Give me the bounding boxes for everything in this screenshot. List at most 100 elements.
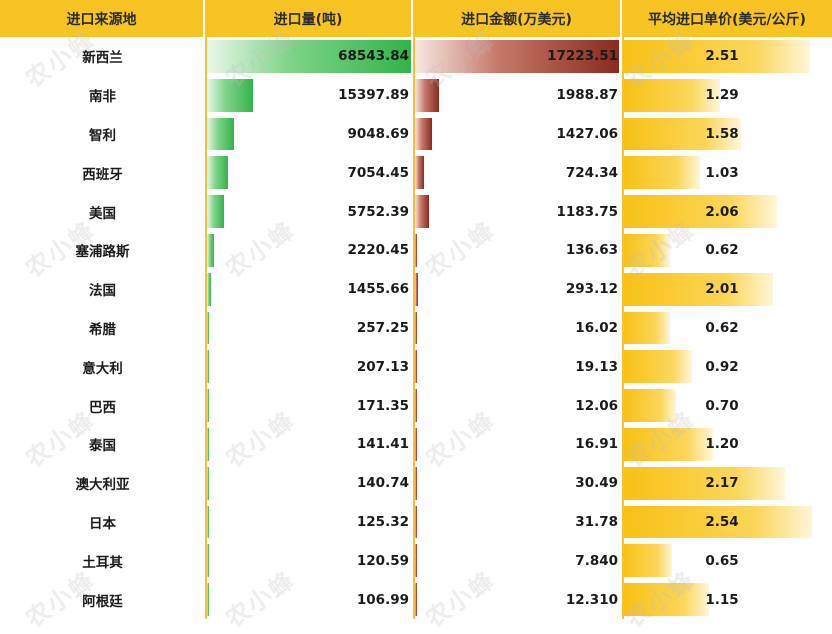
price-bar: [624, 272, 773, 306]
cell-price: 2.06: [622, 192, 832, 231]
value-value: 7.840: [575, 552, 618, 569]
volume-bar: [207, 233, 214, 267]
price-bar: [624, 40, 810, 73]
price-value: 0.62: [705, 242, 739, 259]
cell-origin: 塞浦路斯: [0, 231, 205, 270]
cell-volume: 120.59: [205, 541, 413, 581]
origin-label: 新西兰: [82, 50, 123, 67]
value-bar: [415, 40, 619, 73]
header-value: 进口金额(万美元): [413, 0, 622, 37]
cell-value: 19.13: [413, 347, 622, 387]
origin-label: 希腊: [89, 321, 116, 338]
volume-value: 120.59: [356, 552, 409, 569]
volume-value: 7054.45: [347, 164, 410, 181]
price-value: 1.03: [705, 164, 739, 181]
volume-value: 140.74: [356, 475, 409, 492]
cell-price: 0.65: [622, 541, 832, 581]
cell-origin: 美国: [0, 192, 205, 231]
cell-value: 293.12: [413, 269, 622, 309]
volume-value: 15397.89: [338, 87, 409, 104]
volume-bar: [207, 117, 234, 151]
cell-volume: 257.25: [205, 308, 413, 348]
origin-label: 南非: [89, 89, 116, 106]
value-value: 19.13: [575, 358, 618, 375]
cell-origin: 巴西: [0, 386, 205, 425]
cell-volume: 141.41: [205, 424, 413, 464]
volume-bar: [207, 350, 209, 384]
volume-bar: [207, 195, 224, 228]
cell-volume: 68543.84: [205, 37, 413, 76]
cell-price: 1.15: [622, 580, 832, 619]
price-value: 0.62: [705, 319, 739, 336]
volume-value: 5752.39: [347, 203, 410, 220]
origin-label: 泰国: [89, 438, 116, 455]
price-bar: [624, 156, 700, 190]
origin-label: 法国: [89, 283, 116, 300]
volume-value: 125.32: [356, 513, 409, 530]
cell-price: 1.29: [622, 75, 832, 115]
cell-value: 16.02: [413, 308, 622, 348]
cell-volume: 125.32: [205, 502, 413, 542]
value-bar: [415, 233, 417, 267]
cell-origin: 土耳其: [0, 541, 205, 580]
cell-volume: 140.74: [205, 463, 413, 503]
cell-price: 2.51: [622, 37, 832, 76]
cell-origin: 智利: [0, 115, 205, 154]
cell-value: 724.34: [413, 153, 622, 193]
cell-volume: 106.99: [205, 580, 413, 619]
value-value: 1988.87: [556, 87, 619, 104]
price-bar: [624, 233, 670, 267]
volume-value: 1455.66: [347, 281, 410, 298]
cell-volume: 9048.69: [205, 114, 413, 154]
origin-label: 智利: [89, 127, 116, 144]
cell-origin: 新西兰: [0, 37, 205, 76]
price-bar: [624, 311, 670, 345]
volume-value: 141.41: [356, 436, 409, 453]
cell-volume: 7054.45: [205, 153, 413, 193]
cell-value: 136.63: [413, 230, 622, 270]
volume-bar: [207, 40, 411, 73]
price-bar: [624, 544, 672, 578]
value-bar: [415, 311, 417, 345]
cell-value: 16.91: [413, 424, 622, 464]
cell-price: 0.62: [622, 308, 832, 348]
value-value: 17223.51: [547, 48, 618, 65]
value-value: 30.49: [575, 475, 618, 492]
header-origin: 进口来源地: [0, 0, 205, 37]
cell-origin: 日本: [0, 503, 205, 542]
volume-bar: [207, 466, 209, 500]
cell-volume: 15397.89: [205, 75, 413, 115]
cell-origin: 阿根廷: [0, 580, 205, 619]
price-bar: [624, 195, 777, 228]
value-value: 293.12: [565, 281, 618, 298]
value-value: 31.78: [575, 513, 618, 530]
origin-label: 土耳其: [82, 554, 123, 571]
value-value: 136.63: [565, 242, 618, 259]
cell-price: 2.54: [622, 502, 832, 542]
value-bar: [415, 117, 432, 151]
value-bar: [415, 583, 417, 616]
value-value: 724.34: [565, 164, 618, 181]
cell-value: 1427.06: [413, 114, 622, 154]
cell-value: 12.06: [413, 386, 622, 425]
cell-volume: 171.35: [205, 386, 413, 425]
volume-value: 2220.45: [347, 242, 410, 259]
value-bar: [415, 544, 417, 578]
cell-value: 31.78: [413, 502, 622, 542]
value-value: 12.310: [565, 591, 618, 608]
origin-label: 塞浦路斯: [75, 244, 130, 261]
cell-volume: 2220.45: [205, 230, 413, 270]
value-bar: [415, 78, 439, 112]
price-value: 0.70: [705, 397, 739, 414]
origin-label: 巴西: [89, 399, 116, 416]
header-price: 平均进口单价(美元/公斤): [622, 0, 832, 37]
price-value: 2.01: [705, 281, 739, 298]
cell-price: 1.58: [622, 114, 832, 154]
volume-bar: [207, 272, 211, 306]
volume-value: 106.99: [356, 591, 409, 608]
origin-label: 美国: [89, 205, 116, 222]
price-value: 1.20: [705, 436, 739, 453]
volume-value: 171.35: [356, 397, 409, 414]
origin-label: 澳大利亚: [75, 477, 130, 494]
volume-value: 9048.69: [347, 125, 410, 142]
